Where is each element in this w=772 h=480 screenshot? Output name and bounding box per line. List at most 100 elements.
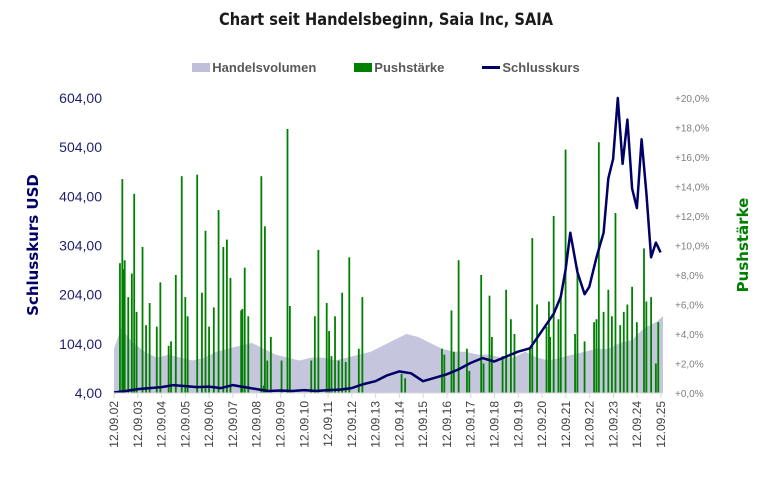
push-bar	[480, 275, 483, 393]
push-bar	[280, 360, 283, 393]
push-bar	[593, 322, 595, 393]
y-axis-title-right: Pushstärke	[734, 198, 752, 293]
x-tick-label: 12.09.07	[226, 401, 240, 448]
push-bar	[595, 319, 598, 393]
y-tick-right-label: +8,0%	[675, 271, 704, 282]
push-bar	[559, 297, 562, 393]
legend-swatch-push	[354, 63, 373, 72]
legend-label-push: Pushstärke	[374, 60, 445, 75]
push-bar	[240, 310, 243, 393]
x-tick-label: 12.09.19	[511, 401, 525, 448]
push-bar	[457, 260, 460, 393]
push-bar	[645, 301, 648, 393]
legend-item-close[interactable]: Schlusskurs	[482, 60, 580, 75]
y-tick-right-label: +12,0%	[675, 212, 709, 223]
y-tick-right-label: +4,0%	[675, 330, 704, 341]
push-bar	[133, 193, 136, 393]
push-bar	[123, 260, 126, 393]
y-tick-right-label: +6,0%	[675, 301, 704, 312]
push-bar	[441, 348, 443, 393]
push-bar	[135, 311, 138, 393]
push-bar	[614, 213, 617, 393]
push-bar	[212, 307, 215, 393]
push-bar	[313, 316, 316, 393]
x-tick-label: 12.09.18	[488, 401, 502, 448]
push-bar	[310, 360, 313, 393]
push-bar	[622, 311, 625, 393]
x-tick-label: 12.09.25	[654, 401, 668, 448]
push-bar	[552, 216, 555, 393]
push-bar	[557, 319, 560, 393]
push-bar	[170, 341, 172, 393]
push-bar	[208, 326, 210, 393]
y-axis-title-left: Schlusskurs USD	[24, 174, 42, 316]
y-tick-left-label: 604,00	[59, 90, 102, 106]
y-tick-left-label: 104,00	[59, 336, 102, 352]
push-bar	[247, 316, 250, 393]
push-bar	[631, 286, 634, 393]
y-tick-left-label: 204,00	[59, 287, 102, 303]
y-tick-left-label: 4,00	[75, 385, 102, 401]
push-bar	[490, 336, 493, 393]
push-bar	[201, 292, 203, 393]
chart-title: Chart seit Handelsbeginn, Saia Inc, SAIA	[218, 10, 554, 30]
x-tick-label: 12.09.12	[345, 401, 359, 448]
x-tick-label: 12.09.09	[273, 401, 287, 448]
x-tick-label: 12.09.24	[630, 401, 644, 448]
legend-item-push[interactable]: Pushstärke	[354, 60, 444, 75]
x-tick-label: 12.09.10	[297, 401, 311, 448]
push-bar	[159, 282, 162, 393]
push-bar	[619, 325, 622, 393]
push-bar	[196, 174, 199, 393]
push-bar	[643, 248, 645, 393]
push-bar	[657, 322, 660, 393]
push-bar	[549, 336, 552, 393]
legend-label-close: Schlusskurs	[502, 60, 580, 75]
push-bar	[184, 297, 187, 393]
push-bar	[602, 311, 605, 393]
push-bar	[357, 348, 360, 393]
push-bar	[328, 331, 330, 393]
legend-item-volume[interactable]: Handelsvolumen	[192, 60, 316, 75]
y-tick-right-label: +20,0%	[675, 94, 709, 105]
push-bar	[536, 304, 538, 393]
legend-swatch-close	[482, 66, 501, 69]
push-bar	[450, 310, 453, 393]
push-bar	[122, 269, 125, 393]
x-tick-label: 12.09.17	[464, 401, 478, 448]
push-bar	[266, 360, 269, 393]
push-bar	[180, 176, 183, 393]
y-tick-right-label: +16,0%	[675, 153, 709, 164]
x-tick-label: 12.09.22	[583, 401, 597, 448]
x-tick-label: 12.09.03	[131, 401, 145, 448]
push-bar	[204, 230, 207, 393]
push-bar	[341, 292, 344, 393]
push-bar	[121, 179, 124, 393]
push-bar	[574, 334, 576, 393]
x-tick-label: 12.09.11	[321, 401, 335, 447]
push-bar	[626, 304, 629, 393]
x-tick-label: 12.09.05	[178, 401, 192, 448]
push-bar	[607, 289, 610, 393]
push-bar	[127, 297, 130, 393]
push-bar	[222, 246, 225, 393]
push-bar	[119, 263, 121, 393]
y-tick-right-label: +2,0%	[675, 360, 704, 371]
push-bar	[260, 176, 263, 393]
push-bar	[548, 301, 550, 393]
push-bar	[404, 378, 407, 393]
x-tick-label: 12.09.16	[440, 401, 454, 448]
push-bar	[529, 348, 531, 393]
push-bar	[174, 275, 177, 393]
y-tick-left-label: 304,00	[59, 238, 102, 254]
push-bar	[229, 277, 232, 393]
y-tick-right-label: +18,0%	[675, 124, 709, 135]
close-price-line	[113, 96, 662, 394]
push-bar	[509, 319, 512, 393]
push-bar	[505, 289, 508, 393]
push-bar	[325, 303, 328, 393]
push-bar	[650, 297, 653, 393]
push-bar	[317, 249, 320, 393]
push-bar	[217, 210, 220, 393]
